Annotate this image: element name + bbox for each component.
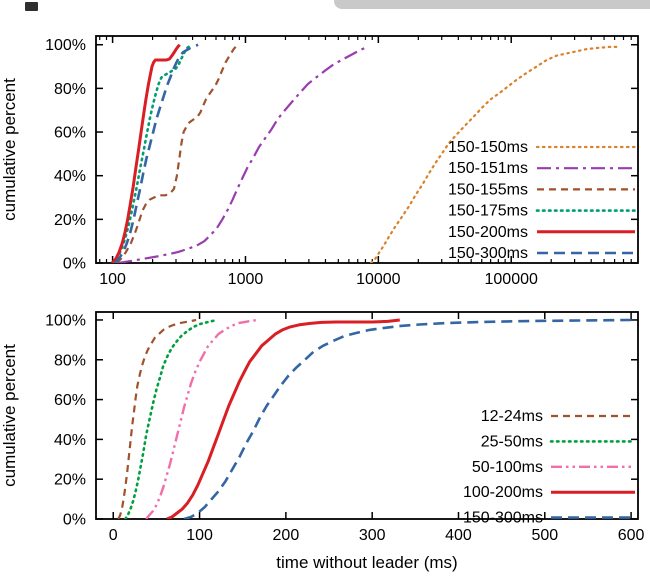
bottom-chart-election-timeout-scale: 0 100 200 300 400 500 600 0% 20% 40% 60% 80% 100% cum…: [0, 311, 645, 572]
svg-text:1000: 1000: [228, 271, 264, 288]
svg-text:0%: 0%: [63, 512, 86, 529]
svg-text:150-200ms: 150-200ms: [448, 224, 528, 241]
svg-text:20%: 20%: [54, 212, 86, 229]
svg-text:100%: 100%: [45, 37, 86, 54]
svg-text:150-175ms: 150-175ms: [448, 203, 528, 220]
svg-text:0%: 0%: [63, 256, 86, 273]
svg-text:0: 0: [109, 527, 118, 544]
svg-text:150-300ms: 150-300ms: [448, 245, 528, 262]
svg-text:12-24ms: 12-24ms: [481, 408, 543, 425]
svg-text:400: 400: [445, 527, 472, 544]
svg-text:40%: 40%: [54, 168, 86, 185]
svg-text:150-300ms: 150-300ms: [463, 510, 543, 527]
svg-text:50-100ms: 50-100ms: [472, 459, 543, 476]
svg-text:80%: 80%: [54, 352, 86, 369]
svg-text:100: 100: [186, 527, 213, 544]
svg-text:40%: 40%: [54, 432, 86, 449]
svg-text:60%: 60%: [54, 125, 86, 142]
svg-text:10000: 10000: [356, 271, 401, 288]
svg-text:60%: 60%: [54, 392, 86, 409]
page-artifact: [25, 2, 38, 11]
svg-text:100: 100: [99, 271, 126, 288]
svg-text:time without leader (ms): time without leader (ms): [276, 553, 457, 572]
svg-text:20%: 20%: [54, 472, 86, 489]
svg-text:100000: 100000: [485, 271, 538, 288]
svg-text:150-151ms: 150-151ms: [448, 160, 528, 177]
svg-text:300: 300: [359, 527, 386, 544]
svg-text:100-200ms: 100-200ms: [463, 484, 543, 501]
svg-text:150-150ms: 150-150ms: [448, 139, 528, 156]
svg-text:600: 600: [618, 527, 645, 544]
svg-text:200: 200: [273, 527, 300, 544]
svg-text:25-50ms: 25-50ms: [481, 433, 543, 450]
svg-text:cumulative percent: cumulative percent: [0, 344, 19, 487]
top-chart-election-timeout-randomness: 100 1000 10000 100000 0% 20% 40% 60% 80% 100% cumu…: [0, 35, 639, 288]
window-edge-artifact: [334, 0, 650, 9]
svg-text:500: 500: [531, 527, 558, 544]
svg-text:cumulative percent: cumulative percent: [0, 78, 19, 221]
svg-text:80%: 80%: [54, 81, 86, 98]
svg-text:100%: 100%: [45, 312, 86, 329]
svg-text:150-155ms: 150-155ms: [448, 181, 528, 198]
